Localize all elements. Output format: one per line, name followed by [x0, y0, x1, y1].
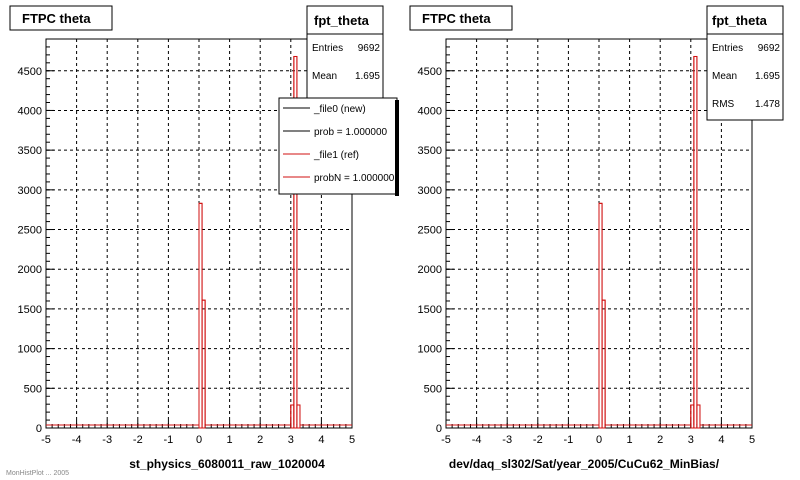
right-y-tick-labels: 0 500 1000 1500 2000 2500 3000 3500 4000 4500	[418, 66, 442, 435]
right-x-tick-label: -3	[502, 434, 512, 446]
right-histogram-bar	[601, 299, 606, 429]
left-x-tick-label: -4	[72, 434, 82, 446]
left-x-tick-label: 0	[196, 434, 202, 446]
left-x-tick-label: 3	[288, 434, 294, 446]
left-x-axis-label: st_physics_6080011_raw_1020004	[129, 457, 325, 471]
left-footer: MonHistPlot ... 2005	[6, 470, 69, 477]
left-y-tick-label: 1500	[18, 304, 42, 316]
right-stats-entries: 9692	[758, 43, 781, 54]
right-x-tick-label: -4	[472, 434, 482, 446]
left-x-tick-label: 5	[349, 434, 355, 446]
right-y-tick-label: 3000	[418, 185, 442, 197]
right-x-tick-label: -1	[564, 434, 574, 446]
right-y-tick-label: 0	[436, 423, 442, 435]
left-histogram-bars	[46, 55, 352, 429]
left-y-tick-label: 1000	[18, 344, 42, 356]
left-histogram-bar	[296, 404, 301, 429]
left-x-tick-labels: -5 -4 -3 -2 -1 0 1 2 3 4 5	[41, 434, 355, 446]
right-x-tick-label: 3	[688, 434, 694, 446]
left-stats-mean: 1.695	[355, 71, 380, 82]
left-y-tick-label: 500	[24, 383, 42, 395]
right-x-tick-label: 4	[718, 434, 724, 446]
legend-label: _file1 (ref)	[313, 150, 359, 161]
right-stats-box: fpt_theta Entries 9692 Mean 1.695 RMS 1.…	[706, 5, 784, 121]
left-y-tick-label: 4500	[18, 66, 42, 78]
left-x-tick-label: 1	[227, 434, 233, 446]
legend-box: _file0 (new) prob = 1.000000 _file1 (ref) p…	[278, 97, 399, 196]
right-title-box: FTPC theta	[409, 5, 513, 31]
legend-entry: _file0 (new)	[283, 104, 366, 115]
right-histogram-bar	[696, 404, 701, 429]
right-y-tick-label: 2000	[418, 264, 442, 276]
left-x-tick-label: -1	[164, 434, 174, 446]
right-y-tick-label: 4500	[418, 66, 442, 78]
right-stats-rms-label: RMS	[712, 99, 735, 110]
right-histogram-bar	[693, 55, 698, 429]
left-x-tick-label: 4	[318, 434, 324, 446]
left-title-box: FTPC theta	[9, 5, 113, 31]
right-histogram-bars	[446, 55, 752, 429]
left-y-tick-label: 2000	[18, 264, 42, 276]
right-stats-entries-label: Entries	[712, 43, 743, 54]
left-title: FTPC theta	[22, 11, 91, 26]
right-x-tick-label: 2	[657, 434, 663, 446]
left-y-tick-label: 3000	[18, 185, 42, 197]
left-y-tick-label: 4000	[18, 105, 42, 117]
left-histogram-bar	[293, 55, 298, 429]
left-stats-entries: 9692	[358, 43, 381, 54]
left-y-tick-label: 2500	[18, 225, 42, 237]
right-x-tick-label: -2	[533, 434, 543, 446]
left-x-tick-label: -5	[41, 434, 51, 446]
right-x-tick-label: 0	[596, 434, 602, 446]
legend-entry: probN = 1.000000	[283, 173, 395, 184]
right-x-axis-label: dev/daq_sl302/Sat/year_2005/CuCu62_MinBi…	[449, 457, 720, 471]
right-stats-name: fpt_theta	[712, 13, 768, 28]
left-x-tick-label: -2	[133, 434, 143, 446]
right-y-tick-label: 500	[424, 383, 442, 395]
right-x-tick-label: 1	[627, 434, 633, 446]
left-y-tick-labels: 0 500 1000 1500 2000 2500 3000 3500 4000 4500	[18, 66, 42, 435]
legend-label: probN = 1.000000	[314, 173, 395, 184]
left-x-tick-label: 2	[257, 434, 263, 446]
left-y-tick-label: 0	[36, 423, 42, 435]
right-x-tick-label: 5	[749, 434, 755, 446]
right-stats-mean: 1.695	[755, 71, 780, 82]
right-stats-mean-label: Mean	[712, 71, 737, 82]
left-y-tick-label: 3500	[18, 145, 42, 157]
right-title: FTPC theta	[422, 11, 491, 26]
right-y-tick-label: 1000	[418, 344, 442, 356]
right-y-tick-label: 4000	[418, 105, 442, 117]
right-stats-rms: 1.478	[755, 99, 780, 110]
left-histogram-bar	[201, 299, 206, 429]
left-stats-entries-label: Entries	[312, 43, 343, 54]
right-y-tick-label: 3500	[418, 145, 442, 157]
right-y-tick-label: 1500	[418, 304, 442, 316]
left-x-tick-label: -3	[102, 434, 112, 446]
left-stats-mean-label: Mean	[312, 71, 337, 82]
legend-label: _file0 (new)	[313, 104, 366, 115]
left-stats-name: fpt_theta	[314, 13, 370, 28]
legend-entry: _file1 (ref)	[283, 150, 359, 161]
legend-entry: prob = 1.000000	[283, 127, 388, 138]
legend-label: prob = 1.000000	[314, 127, 388, 138]
right-x-tick-label: -5	[441, 434, 451, 446]
right-x-tick-labels: -5 -4 -3 -2 -1 0 1 2 3 4 5	[441, 434, 755, 446]
right-grid	[445, 38, 753, 429]
right-y-tick-label: 2500	[418, 225, 442, 237]
